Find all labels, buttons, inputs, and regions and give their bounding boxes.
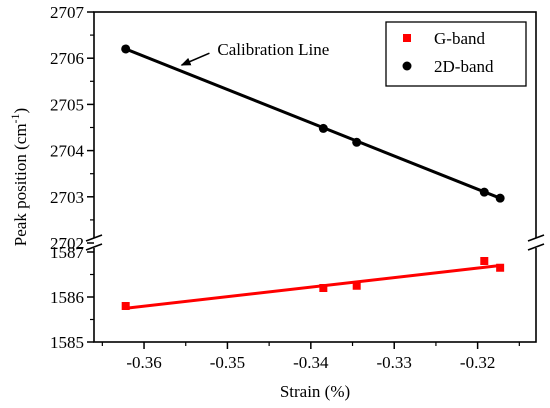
x-tick-label: -0.32: [460, 353, 495, 372]
y-tick-label: 2703: [50, 188, 84, 207]
y-tick-label: 1587: [50, 243, 85, 262]
fit-line-2d-band: [125, 47, 501, 200]
y-tick-label: 2705: [50, 95, 84, 114]
legend: G-band 2D-band: [385, 21, 527, 87]
2d-band-point: [479, 187, 489, 197]
g-band-point: [480, 257, 489, 265]
legend-marker-g-band: [403, 34, 411, 42]
g-band-point: [121, 302, 130, 310]
fit-lines: [125, 47, 501, 310]
axis-break-mark-left-bottom: [85, 243, 103, 251]
x-axis-ticks: -0.36 -0.35 -0.34 -0.33 -0.32: [101, 342, 520, 372]
y-tick-label: 1585: [50, 333, 84, 352]
y-tick-label: 2707: [50, 3, 85, 22]
2d-band-point: [318, 123, 328, 133]
g-band-point: [319, 284, 328, 292]
y-tick-label: 2704: [50, 142, 85, 161]
data-points: [121, 44, 505, 310]
2d-band-point: [121, 44, 131, 54]
g-band-point: [352, 281, 361, 290]
x-axis-title: Strain (%): [280, 382, 350, 401]
axis-break-mark-right-top: [527, 234, 545, 242]
legend-box: [385, 21, 527, 87]
annotation-arrow: [180, 52, 210, 66]
y-tick-label: 1586: [50, 288, 84, 307]
y-axis-title-superscript: -1: [8, 113, 22, 123]
g-band-point: [496, 263, 505, 272]
axis-break-mark-right-bottom: [527, 243, 545, 251]
annotation-label: Calibration Line: [217, 40, 329, 59]
x-tick-label: -0.35: [210, 353, 245, 372]
annotation: Calibration Line: [180, 40, 329, 66]
y-tick-label: 2706: [50, 49, 84, 68]
x-tick-label: -0.34: [293, 353, 329, 372]
y-axis-title: Peak position (cm-1): [8, 108, 30, 246]
y-axis-ticks: 2702 2703 2704 2705 2706 2707 1585 1586 1587: [50, 3, 94, 352]
axis-break-mark-left-top: [85, 234, 103, 242]
axis-break-gap: [80, 238, 550, 248]
legend-label-2d-band: 2D-band: [434, 57, 494, 76]
plot-area: [80, 11, 550, 343]
y-axis-title-main: Peak position (cm: [11, 123, 30, 246]
2d-band-point: [352, 137, 362, 147]
2d-band-point: [495, 193, 505, 203]
y-axis-title-close: ): [11, 108, 30, 114]
x-tick-label: -0.36: [126, 353, 161, 372]
plot-frame: [93, 11, 537, 343]
x-tick-label: -0.33: [377, 353, 412, 372]
fit-line-g-band: [125, 264, 501, 310]
legend-label-g-band: G-band: [434, 29, 485, 48]
legend-marker-2d-band: [402, 61, 412, 71]
y-tick-label: 2702: [50, 234, 84, 253]
